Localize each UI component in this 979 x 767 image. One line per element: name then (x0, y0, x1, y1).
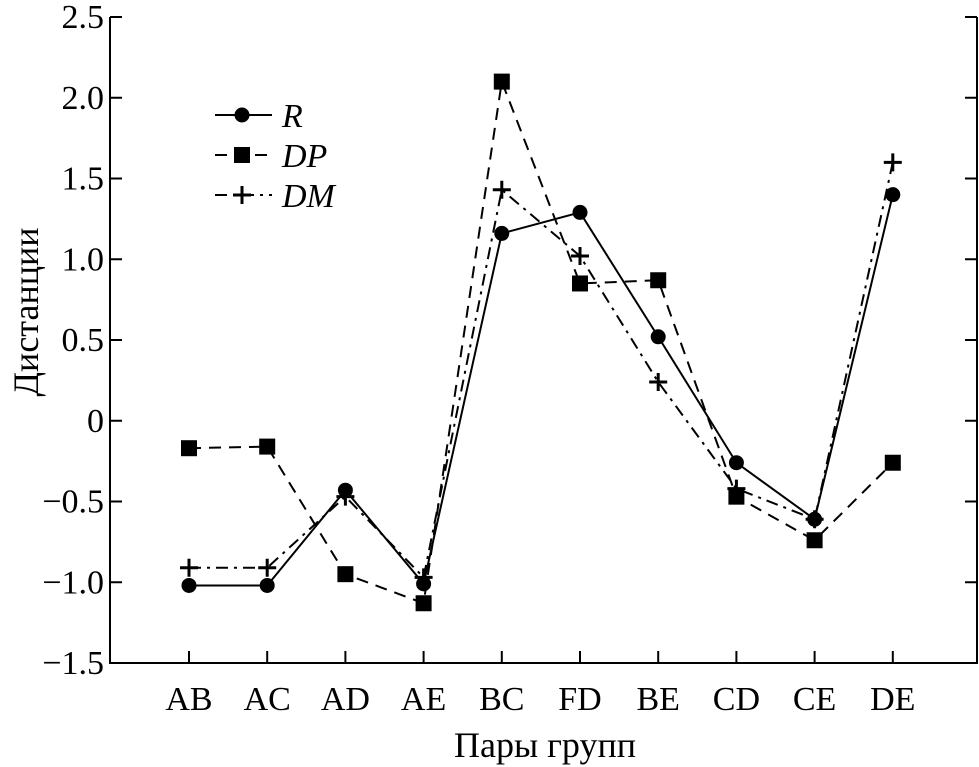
data-point-r (650, 329, 666, 345)
data-point-dm (414, 568, 433, 587)
x-tick-label: FD (558, 681, 601, 718)
x-tick-label: CE (793, 681, 836, 718)
data-point-dp (259, 438, 276, 455)
data-point-dm (649, 372, 668, 391)
legend-label: R (281, 98, 303, 135)
data-point-dm (258, 558, 277, 577)
x-tick-label: DE (870, 681, 915, 718)
y-tick-label: 0.5 (62, 322, 105, 359)
x-tick-label: AC (244, 681, 291, 718)
series-dp (181, 73, 901, 612)
x-tick-label: CD (713, 681, 760, 718)
y-axis-title: Дистанции (6, 227, 46, 396)
data-point-dp (884, 454, 901, 471)
data-point-dp (337, 566, 354, 583)
axes: 2.5 2.0 1.5 1.0 0.5 0 −0.5 −1.0 −1.5 AB AC AD AE BC FD… (42, 0, 978, 718)
legend-marker (234, 147, 250, 163)
y-tick-label: −1.5 (42, 645, 104, 682)
data-point-dm (492, 180, 511, 199)
series-layer (180, 73, 902, 612)
data-point-dm (180, 558, 198, 577)
series-line-dp (188, 77, 894, 605)
data-point-r (259, 577, 275, 593)
legend-item-r: R (215, 98, 303, 135)
legend-label: DP (281, 138, 327, 175)
y-tick-label: 1.5 (62, 161, 105, 198)
y-tick-label: 1.0 (62, 241, 105, 278)
legend-item-dm: DM (215, 178, 337, 215)
x-axis-title: Пары групп (454, 725, 636, 765)
series-line-r (189, 194, 894, 587)
y-tick-label: 2.5 (62, 0, 105, 36)
data-point-dp (572, 275, 588, 292)
data-point-r (494, 225, 510, 241)
series-r (181, 187, 901, 593)
x-tick-label: BE (636, 681, 679, 718)
data-point-r (885, 187, 901, 203)
data-point-dp (415, 595, 432, 612)
data-point-dm (336, 487, 355, 506)
data-point-r (181, 577, 197, 593)
data-point-dm (805, 510, 824, 529)
data-point-dp (806, 532, 823, 549)
legend-label: DM (281, 178, 337, 215)
y-tick-label: −1.0 (42, 564, 104, 601)
data-point-dp (181, 440, 197, 457)
y-tick-label: 2.0 (62, 80, 105, 117)
y-tick-label: 0 (87, 403, 104, 440)
legend-marker (233, 186, 251, 204)
legend-marker (234, 107, 250, 123)
y-tick-label: −0.5 (42, 484, 104, 521)
series-dm (180, 153, 902, 587)
legend-item-dp: DP (215, 138, 327, 175)
data-point-dp (493, 73, 510, 90)
x-tick-label: BC (479, 681, 524, 718)
data-point-dp (650, 272, 667, 289)
data-point-r (572, 204, 588, 220)
x-tick-label: AB (165, 681, 212, 718)
data-point-dm (883, 153, 902, 172)
series-line-dm (189, 162, 894, 580)
data-point-dm (727, 479, 746, 498)
x-tick-label: AE (401, 681, 446, 718)
data-point-dm (571, 247, 589, 266)
data-point-r (728, 455, 744, 471)
x-tick-label: AD (321, 681, 370, 718)
